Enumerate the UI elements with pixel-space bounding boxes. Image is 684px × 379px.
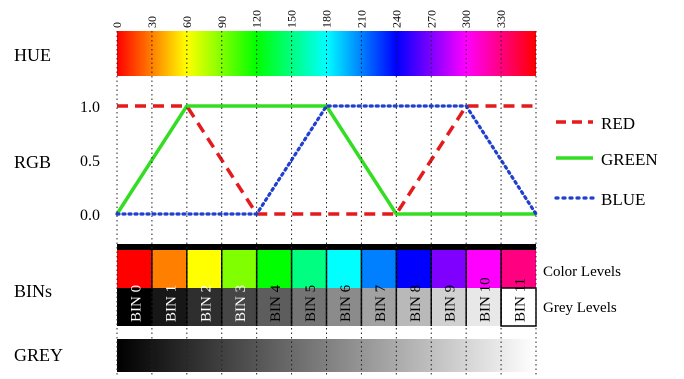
bin-color-cell [326,250,362,288]
y-tick-label: 1.0 [80,99,100,116]
color-levels-label: Color Levels [543,264,621,280]
hue-tick-label: 120 [250,10,264,28]
bin-grey-cell [256,288,292,326]
series-line-blue [115,104,538,216]
bin-grey-cell [186,288,222,326]
series-lines [115,104,538,216]
bin-grey-cell [151,288,187,326]
y-tick-label: 0.0 [80,207,100,224]
vertical-grid-lines [116,31,537,376]
series-line-green [115,104,536,216]
bin-color-cell [431,250,467,288]
hue-tick-label: 330 [494,10,508,28]
bin-label: BIN 6 [338,284,354,322]
bin-grey-cell [117,288,152,326]
hue-tick-label: 210 [354,10,368,28]
legend: RED GREEN BLUE [554,114,658,209]
hue-tick-label: 150 [285,10,299,28]
bin-grey-cell [291,288,327,326]
grey-levels-label: Grey Levels [543,300,617,316]
bin-label: BIN 1 [163,285,179,322]
bin-label: BIN 7 [373,284,389,322]
hue-tick-labels: 0 30 60 90 120 150 180 210 240 270 300 330 [110,10,508,28]
hue-tick-label: 300 [459,10,473,28]
bin-color-cell [501,250,536,288]
bin-color-cell [151,250,187,288]
bin-label: BIN 10 [478,277,494,322]
legend-label-blue: BLUE [601,190,645,209]
bin-grey-cell [221,288,257,326]
series-line-red [117,104,536,216]
y-tick-label: 0.5 [80,153,100,170]
hue-tick-label: 90 [215,16,229,28]
hue-tick-label: 0 [110,22,124,28]
bin-label: BIN 11 [513,278,529,322]
hue-row-label: HUE [14,45,51,65]
bin-color-cell [186,250,222,288]
bin-label: BIN 4 [268,284,284,322]
grey-row-label: GREY [14,345,63,365]
bin-color-cell [221,250,257,288]
hue-tick-label: 240 [389,10,403,28]
rgb-row-label: RGB [14,152,51,172]
bin-label: BIN 9 [443,285,459,322]
bin-label: BIN 5 [303,285,319,322]
bin-color-cell [396,250,432,288]
hue-tick-label: 60 [180,16,194,28]
bin-label: BIN 2 [198,285,214,322]
bin-label: BIN 0 [128,285,144,322]
bin-color-cell [256,250,292,288]
legend-label-green: GREEN [601,150,658,169]
bin-color-cell [361,250,397,288]
bin-grey-cell [431,288,467,326]
legend-label-red: RED [601,114,635,133]
rgb-chart: 1.0 0.5 0.0 [80,99,538,224]
bin-grey-cell [396,288,432,326]
bin-label: BIN 8 [408,285,424,322]
bin-color-cell [466,250,502,288]
bins-row-label: BINs [14,281,52,301]
hue-tick-label: 270 [424,10,438,28]
hue-tick-label: 30 [145,16,159,28]
bin-grey-cell [361,288,397,326]
bin-color-cell [117,250,152,288]
bin-grey-cell [326,288,362,326]
y-tick-labels: 1.0 0.5 0.0 [80,99,100,224]
hue-tick-label: 180 [320,10,334,28]
bin-grey-cell [466,288,502,326]
bin-color-cell [291,250,327,288]
bin-label: BIN 3 [233,285,249,322]
